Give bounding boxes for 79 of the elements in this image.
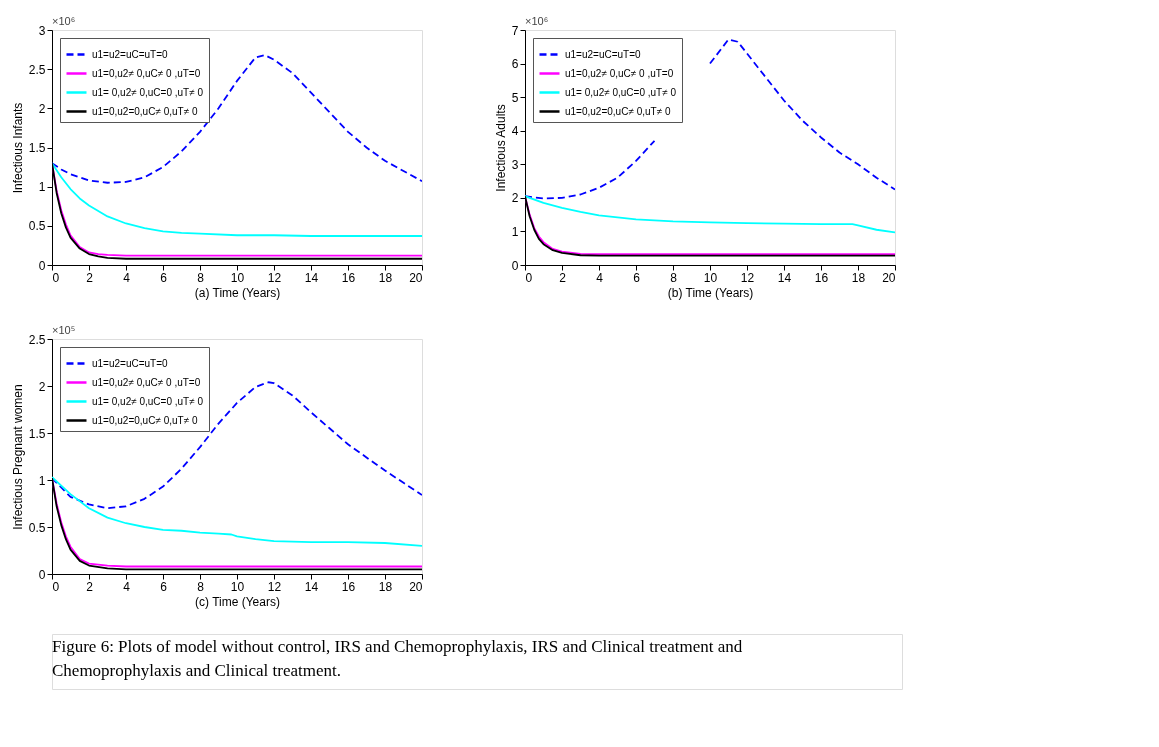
y-tick-label: 0 bbox=[38, 258, 46, 273]
x-tick-label: 4 bbox=[123, 270, 131, 285]
x-tick-label: 6 bbox=[160, 579, 168, 594]
x-tick-label: 8 bbox=[197, 270, 205, 285]
legend-label: u1=u2=uC=uT=0 bbox=[92, 48, 169, 60]
x-tick-label: 12 bbox=[740, 270, 755, 285]
y-tick-label: 1 bbox=[38, 180, 46, 195]
y-axis-title: Infectious Infants bbox=[10, 102, 25, 194]
y-tick-label: 7 bbox=[511, 23, 519, 38]
x-tick-label: 16 bbox=[341, 270, 356, 285]
legend-label: u1=0,u2≠ 0,uC≠ 0 ,uT=0 bbox=[565, 67, 674, 79]
y-tick-label: 0 bbox=[511, 258, 519, 273]
x-tick-label: 12 bbox=[267, 270, 282, 285]
legend-label: u1= 0,u2≠ 0,uC=0 ,uT≠ 0 bbox=[92, 395, 204, 407]
y-tick-label: 3 bbox=[511, 157, 519, 172]
x-tick-label: 8 bbox=[670, 270, 678, 285]
y-tick-label: 1 bbox=[38, 473, 46, 488]
y-tick-label: 0 bbox=[38, 567, 46, 582]
x-tick-label: 14 bbox=[777, 270, 792, 285]
x-tick-label: 10 bbox=[230, 270, 245, 285]
y-tick-label: 0.5 bbox=[28, 219, 46, 234]
x-tick-label: 14 bbox=[304, 579, 319, 594]
x-tick-label: 10 bbox=[703, 270, 718, 285]
legend-label: u1=0,u2=0,uC≠ 0,uT≠ 0 bbox=[92, 414, 198, 426]
y-axis-title: Infectious Pregnant women bbox=[10, 384, 25, 530]
x-tick-label: 0 bbox=[525, 270, 533, 285]
legend-label: u1= 0,u2≠ 0,uC=0 ,uT≠ 0 bbox=[565, 86, 677, 98]
y-tick-label: 2 bbox=[511, 191, 519, 206]
legend-label: u1= 0,u2≠ 0,uC=0 ,uT≠ 0 bbox=[92, 86, 204, 98]
legend-label: u1=0,u2≠ 0,uC≠ 0 ,uT=0 bbox=[92, 67, 201, 79]
text: ×10⁶ bbox=[52, 15, 76, 27]
x-tick-label: 8 bbox=[197, 579, 205, 594]
y-tick-label: 2.5 bbox=[28, 332, 46, 347]
x-tick-label: 14 bbox=[304, 270, 319, 285]
legend-label: u1=u2=uC=uT=0 bbox=[565, 48, 642, 60]
x-axis-title: (c) Time (Years) bbox=[195, 594, 280, 609]
x-axis-title: (a) Time (Years) bbox=[194, 285, 281, 300]
line-series bbox=[525, 195, 895, 234]
legend-label: u1=0,u2=0,uC≠ 0,uT≠ 0 bbox=[92, 105, 198, 117]
x-tick-label: 4 bbox=[123, 579, 131, 594]
legend-label: u1=u2=uC=uT=0 bbox=[92, 357, 169, 369]
x-tick-label: 6 bbox=[633, 270, 641, 285]
x-tick-label: 20 bbox=[882, 270, 896, 285]
x-tick-label: 4 bbox=[596, 270, 604, 285]
x-axis-title: (b) Time (Years) bbox=[667, 285, 754, 300]
x-tick-label: 2 bbox=[86, 579, 94, 594]
line-series bbox=[52, 162, 422, 237]
y-tick-label: 5 bbox=[511, 90, 519, 105]
y-tick-label: 3 bbox=[38, 23, 46, 38]
y-tick-label: 0.5 bbox=[28, 520, 46, 535]
y-tick-label: 6 bbox=[511, 57, 519, 72]
y-tick-label: 2.5 bbox=[28, 62, 46, 77]
y-tick-label: 4 bbox=[511, 124, 519, 139]
y-axis-title: Infectious Adults bbox=[493, 104, 508, 192]
y-tick-label: 2 bbox=[38, 379, 46, 394]
x-tick-label: 16 bbox=[341, 579, 356, 594]
line-series bbox=[52, 476, 422, 547]
x-tick-label: 0 bbox=[52, 579, 60, 594]
x-tick-label: 10 bbox=[230, 579, 245, 594]
caption: Figure 6: Plots of model without control, IRS and Chemoprophylaxis, IRS and Clinical treatment and Chemoprophylaxis and Clinical treatment. bbox=[52, 637, 743, 680]
y-tick-label: 2 bbox=[38, 101, 46, 116]
x-tick-label: 16 bbox=[814, 270, 829, 285]
x-tick-label: 0 bbox=[52, 270, 60, 285]
y-tick-label: 1 bbox=[511, 224, 519, 239]
y-tick-label: 1.5 bbox=[28, 141, 46, 155]
x-tick-label: 2 bbox=[559, 270, 567, 285]
x-tick-label: 12 bbox=[267, 579, 282, 594]
x-tick-label: 20 bbox=[409, 579, 423, 594]
y-tick-label: 1.5 bbox=[28, 426, 46, 441]
x-tick-label: 2 bbox=[86, 270, 94, 285]
x-tick-label: 18 bbox=[851, 270, 866, 285]
x-tick-label: 18 bbox=[378, 270, 393, 285]
legend-label: u1=0,u2≠ 0,uC≠ 0 ,uT=0 bbox=[92, 376, 201, 388]
text: ×10⁶ bbox=[525, 15, 549, 27]
x-tick-label: 18 bbox=[378, 579, 393, 594]
text: ×10⁵ bbox=[52, 324, 76, 336]
legend-label: u1=0,u2=0,uC≠ 0,uT≠ 0 bbox=[565, 105, 671, 117]
x-tick-label: 20 bbox=[409, 270, 423, 285]
x-tick-label: 6 bbox=[160, 270, 168, 285]
